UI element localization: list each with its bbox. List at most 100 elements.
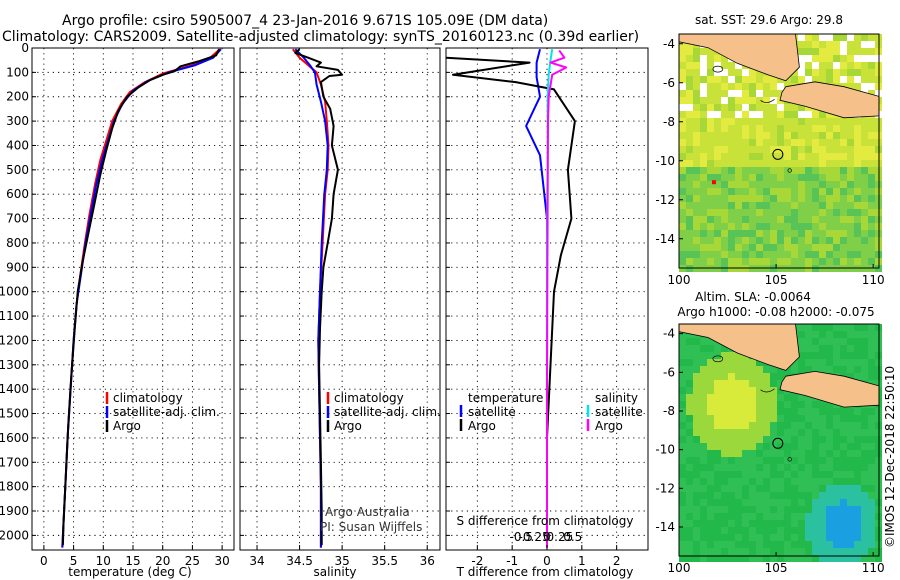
map-cell: [826, 153, 833, 160]
map-cell: [840, 541, 847, 548]
map-cell: [812, 492, 819, 499]
map-frame: [678, 323, 880, 557]
map-cell: [854, 443, 861, 450]
map-cell: [763, 139, 770, 146]
map-cell: [693, 499, 700, 506]
temperature-panel: temperature (deg C) climatology satellit…: [0, 41, 235, 579]
map-cell: [819, 527, 826, 534]
map-cell: [693, 167, 700, 174]
map-cell: [861, 464, 868, 471]
map-cell: [805, 62, 812, 69]
map-cell: [679, 464, 686, 471]
map-cell: [868, 548, 875, 555]
header-line-1: Argo profile: csiro 5905007_4 23-Jan-201…: [62, 13, 549, 29]
map-cell: [805, 69, 812, 76]
map-cell: [714, 450, 721, 457]
map-cell: [700, 548, 707, 555]
map-cell: [756, 373, 763, 380]
landmass-java: [779, 81, 880, 119]
map-cell: [854, 216, 861, 223]
map-cell: [819, 415, 826, 422]
map-cell: [707, 429, 714, 436]
map-cell: [756, 216, 763, 223]
map-cell: [721, 251, 728, 258]
map-cell: [819, 258, 826, 265]
map-cell: [826, 429, 833, 436]
map-cell: [812, 443, 819, 450]
map-cell: [840, 223, 847, 230]
map-cell: [812, 132, 819, 139]
map-cell: [728, 188, 735, 195]
map-cell: [756, 251, 763, 258]
map-cell: [854, 139, 861, 146]
map-cell: [714, 345, 721, 352]
y-tick-label: 400: [6, 138, 29, 152]
map-cell: [847, 520, 854, 527]
map-cell: [763, 478, 770, 485]
map-cell: [770, 181, 777, 188]
map-cell: [728, 478, 735, 485]
map-cell: [770, 237, 777, 244]
map-cell: [798, 34, 805, 41]
map-cell: [777, 167, 784, 174]
map-cell: [826, 244, 833, 251]
map-cell: [805, 216, 812, 223]
map-cell: [840, 331, 847, 338]
map-cell: [812, 485, 819, 492]
map-cell: [854, 429, 861, 436]
map-cell: [700, 48, 707, 55]
map-cell: [805, 76, 812, 83]
map-cell: [847, 450, 854, 457]
map-cell: [847, 62, 854, 69]
map-cell: [728, 258, 735, 265]
map-cell: [756, 485, 763, 492]
map-cell: [756, 181, 763, 188]
map-cell: [812, 422, 819, 429]
map-cell: [679, 548, 686, 555]
map-cell: [735, 230, 742, 237]
map-cell: [791, 153, 798, 160]
map-cell: [693, 359, 700, 366]
map-cell: [847, 230, 854, 237]
map-cell: [763, 146, 770, 153]
map-cell: [693, 146, 700, 153]
map-cell: [714, 520, 721, 527]
map-cell: [763, 450, 770, 457]
map-cell: [840, 244, 847, 251]
map-cell: [854, 202, 861, 209]
map-cell: [763, 443, 770, 450]
map-cell: [756, 464, 763, 471]
map-cell: [840, 62, 847, 69]
t-difference-axis-label: T difference from climatology: [456, 565, 634, 579]
map-cell: [798, 478, 805, 485]
map-cell: [777, 541, 784, 548]
depth-contour: [760, 388, 775, 393]
map-cell: [812, 408, 819, 415]
map-cell: [868, 555, 875, 562]
map-cell: [854, 373, 861, 380]
map-cell: [728, 132, 735, 139]
map-cell: [854, 160, 861, 167]
map-cell: [777, 408, 784, 415]
map-cell: [868, 443, 875, 450]
map-cell: [777, 548, 784, 555]
map-cell: [798, 331, 805, 338]
map-cell: [749, 520, 756, 527]
map-cell: [763, 223, 770, 230]
map-cell: [784, 209, 791, 216]
map-cell: [798, 436, 805, 443]
y-tick-label: 500: [6, 163, 29, 177]
map-cell: [770, 230, 777, 237]
map-cell: [819, 202, 826, 209]
map-cell: [735, 527, 742, 534]
x-tick-label: 5: [70, 554, 78, 568]
map-cell: [784, 111, 791, 118]
map-cell: [812, 534, 819, 541]
map-cell: [819, 146, 826, 153]
map-cell: [819, 132, 826, 139]
map-cell: [812, 125, 819, 132]
map-cell: [798, 548, 805, 555]
map-cell: [742, 118, 749, 125]
map-cell: [756, 209, 763, 216]
map-cell: [728, 471, 735, 478]
